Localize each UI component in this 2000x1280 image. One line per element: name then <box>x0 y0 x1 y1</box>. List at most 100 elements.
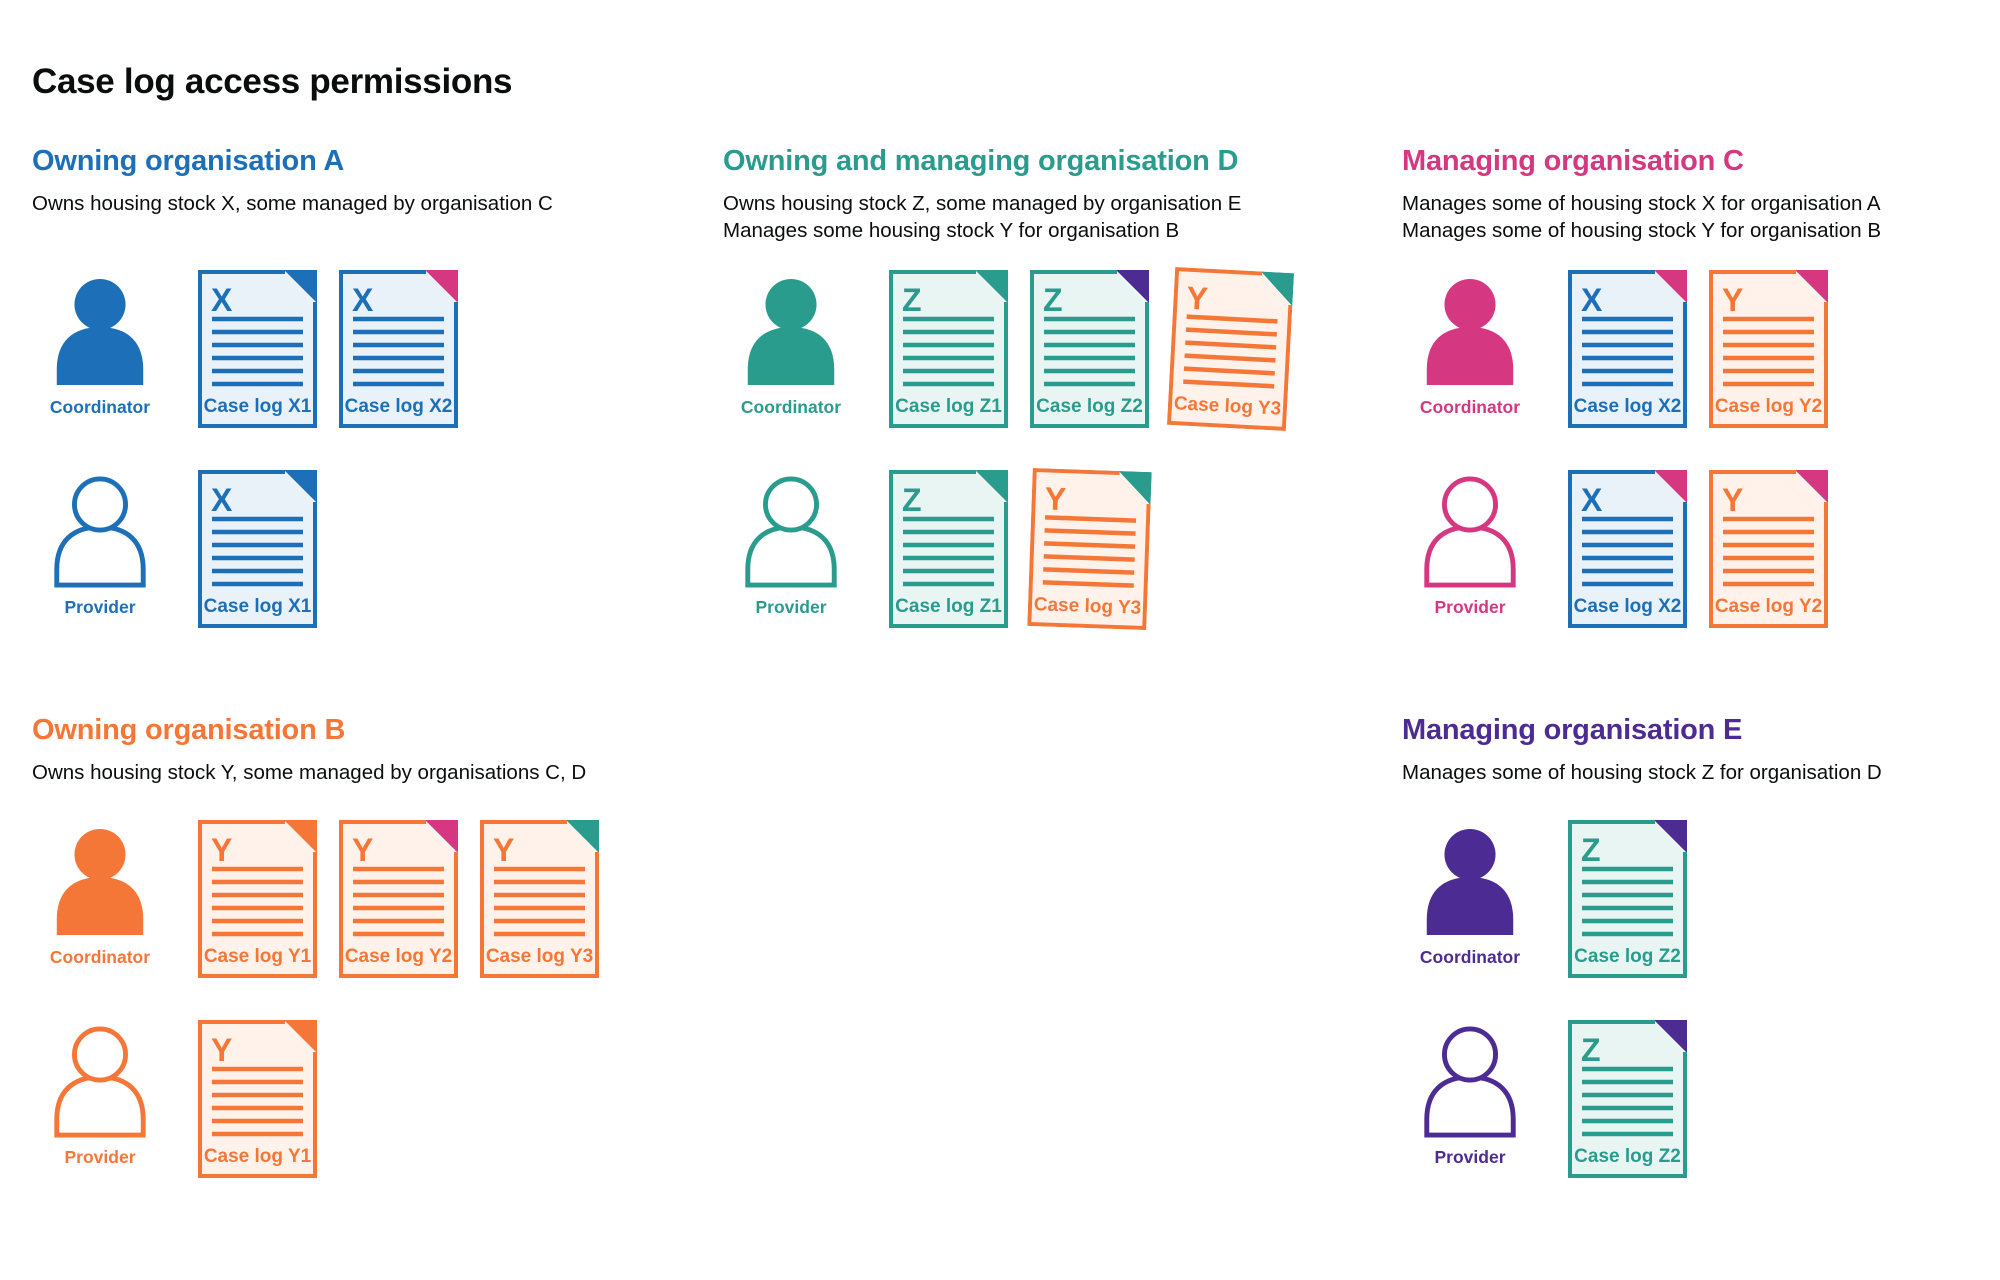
role-label: Provider <box>755 597 827 617</box>
document-text-lines <box>353 866 444 937</box>
doc-label: Case log X2 <box>344 396 453 417</box>
doc-list: X Case log X1 X <box>198 270 458 428</box>
case-log-document-icon: Z Case log Z1 <box>889 470 1008 628</box>
folded-corner-icon <box>1118 470 1152 506</box>
folded-corner-icon <box>1261 271 1295 307</box>
coordinator-person-icon <box>56 278 144 386</box>
org-description-line: Manages some of housing stock X for orga… <box>1402 192 1881 215</box>
org-card-d: Owning and managing organisation D Owns … <box>723 144 1383 670</box>
case-log-document-icon: X Case log X1 <box>198 470 317 628</box>
document-text-lines <box>1582 1066 1673 1137</box>
doc-list: X Case log X2 Y <box>1568 470 1828 628</box>
doc-list: Z Case log Z2 <box>1568 820 1687 978</box>
doc-label: Case log Z1 <box>895 396 1002 417</box>
document-text-lines <box>1582 866 1673 937</box>
case-log-document-icon: Z Case log Z2 <box>1568 820 1687 978</box>
org-title: Owning and managing organisation D <box>723 145 1239 177</box>
org-card-b: Owning organisation B Owns housing stock… <box>32 713 692 1220</box>
document-text-lines <box>1044 316 1135 387</box>
provider-person-icon <box>54 476 146 588</box>
role-label: Coordinator <box>1419 397 1521 417</box>
doc-label: Case log Y1 <box>203 1146 312 1167</box>
provider-row: Provider Z Case log Z2 <box>1402 1020 2000 1178</box>
coordinator-row: Coordinator Z Case log <box>723 266 1383 432</box>
org-description: Owns housing stock X, some managed by or… <box>32 190 692 244</box>
org-description: Owns housing stock Z, some managed by or… <box>723 190 1383 244</box>
org-description: Manages some of housing stock Z for orga… <box>1402 759 2000 786</box>
coordinator-row: Coordinator X Case log <box>1402 270 2000 428</box>
org-description: Manages some of housing stock X for orga… <box>1402 190 2000 244</box>
folded-corner-icon <box>1795 270 1828 303</box>
case-log-document-icon: Z Case log Z2 <box>1568 1020 1687 1178</box>
org-title: Owning organisation B <box>32 714 346 746</box>
coordinator-row: Coordinator Y Case log <box>32 820 692 978</box>
provider-person-icon <box>745 476 837 588</box>
folded-corner-icon <box>284 1020 317 1053</box>
document-text-lines <box>903 316 994 387</box>
folded-corner-icon <box>1654 470 1687 503</box>
case-log-document-icon: X Case log X2 <box>1568 270 1687 428</box>
doc-list: Z Case log Z2 <box>1568 1020 1687 1178</box>
doc-letter: Y <box>1722 282 1743 318</box>
coordinator: Coordinator <box>32 270 168 418</box>
role-label: Provider <box>64 1147 136 1167</box>
provider: Provider <box>1402 470 1538 618</box>
role-label: Provider <box>1434 1147 1506 1167</box>
doc-letter: X <box>1581 482 1603 518</box>
document-text-lines <box>1183 314 1278 389</box>
case-log-document-icon: X Case log X2 <box>1568 470 1687 628</box>
case-log-document-icon: Y Case log Y1 <box>198 820 317 978</box>
doc-label: Case log Z2 <box>1574 946 1681 967</box>
page-title: Case log access permissions <box>32 62 513 102</box>
doc-label: Case log Y2 <box>1714 396 1823 417</box>
folded-corner-icon <box>425 270 458 303</box>
folded-corner-icon <box>1654 270 1687 303</box>
coordinator: Coordinator <box>1402 820 1538 968</box>
folded-corner-icon <box>975 470 1008 503</box>
org-description-line: Manages some housing stock Y for organis… <box>723 219 1180 242</box>
case-log-document-icon: Y Case log Y3 <box>1166 266 1295 432</box>
org-description-line: Owns housing stock Z, some managed by or… <box>723 192 1242 215</box>
coordinator-row: Coordinator X Case log <box>32 270 692 428</box>
doc-letter: Z <box>1581 832 1601 868</box>
coordinator-person-icon <box>1426 828 1514 936</box>
doc-list: Y Case log Y1 <box>198 1020 317 1178</box>
org-description-line: Owns housing stock Y, some managed by or… <box>32 761 587 784</box>
folded-corner-icon <box>975 270 1008 303</box>
coordinator-row: Coordinator Z Case log <box>1402 820 2000 978</box>
doc-list: Z Case log Z1 Y <box>889 467 1152 631</box>
org-title: Owning organisation A <box>32 145 345 177</box>
document-text-lines <box>494 866 585 937</box>
doc-letter: Y <box>1186 280 1209 317</box>
doc-label: Case log Z2 <box>1574 1146 1681 1167</box>
provider: Provider <box>32 470 168 618</box>
document-text-lines <box>353 316 444 387</box>
document-text-lines <box>1582 316 1673 387</box>
doc-list: Y Case log Y1 Y <box>198 820 599 978</box>
role-label: Provider <box>1434 597 1506 617</box>
doc-letter: X <box>211 482 233 518</box>
provider-row: Provider Z Case log Z1 <box>723 467 1383 631</box>
folded-corner-icon <box>425 820 458 853</box>
provider-row: Provider X Case log X1 <box>32 470 692 628</box>
doc-letter: X <box>1581 282 1603 318</box>
case-log-document-icon: Y Case log Y2 <box>1709 270 1828 428</box>
org-description: Owns housing stock Y, some managed by or… <box>32 759 692 786</box>
org-card-a: Owning organisation A Owns housing stock… <box>32 144 692 670</box>
doc-label: Case log Y1 <box>203 946 312 967</box>
doc-letter: Z <box>902 482 922 518</box>
folded-corner-icon <box>284 470 317 503</box>
doc-label: Case log X2 <box>1573 596 1682 617</box>
folded-corner-icon <box>566 820 599 853</box>
role-label: Coordinator <box>49 947 151 967</box>
org-description-line: Manages some of housing stock Y for orga… <box>1402 219 1881 242</box>
coordinator-person-icon <box>1426 278 1514 386</box>
document-text-lines <box>903 516 994 587</box>
case-log-document-icon: X Case log X1 <box>198 270 317 428</box>
case-log-document-icon: Y Case log Y3 <box>1027 467 1152 631</box>
role-label: Provider <box>64 597 136 617</box>
doc-label: Case log Z2 <box>1036 396 1143 417</box>
provider-person-icon <box>54 1026 146 1138</box>
folded-corner-icon <box>284 820 317 853</box>
document-text-lines <box>1042 515 1137 588</box>
